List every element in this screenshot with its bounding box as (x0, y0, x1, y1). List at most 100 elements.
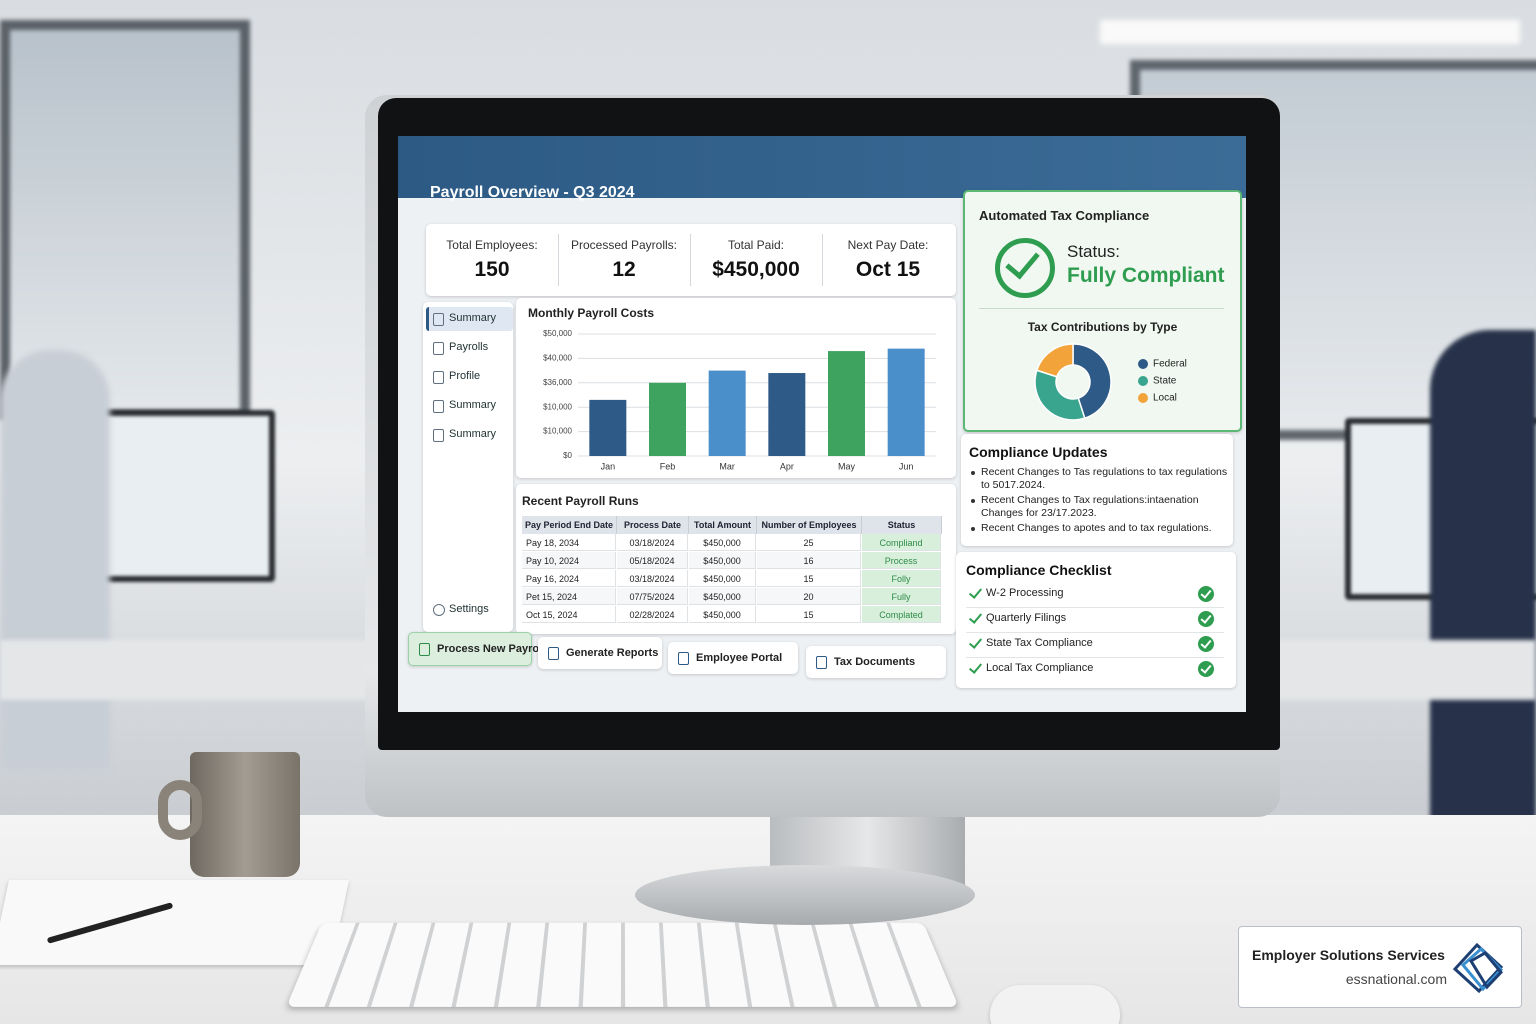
settings-item[interactable]: Settings (449, 603, 489, 615)
logo-stroke (1452, 942, 1504, 994)
logo-stroke (1460, 946, 1504, 992)
bg-person-left (0, 350, 110, 770)
stand-base (635, 865, 975, 925)
brand-box: Employer Solutions Services essnational.c… (1238, 926, 1522, 1008)
table-cell: Process (862, 552, 941, 569)
stat-label: Total Paid: (727, 238, 785, 252)
button-label: Generate Reports (566, 647, 659, 659)
table-cell: 20 (757, 588, 861, 605)
check-badge (1198, 611, 1214, 627)
bar (887, 348, 925, 456)
x-tick-label: Mar (719, 461, 735, 471)
header-bar (398, 136, 1246, 198)
x-tick-label: Feb (660, 461, 676, 471)
brand-name: Employer Solutions Services (1252, 947, 1445, 963)
bullet (971, 471, 975, 475)
table-header-cell: Status (862, 516, 942, 534)
settings-icon (433, 604, 445, 616)
x-tick-label: Jun (899, 461, 914, 471)
checklist-panel: Compliance Checklist W-2 Processing Quarte… (956, 552, 1236, 688)
stat-label: Next Pay Date: (847, 238, 929, 252)
check-tick (968, 660, 983, 674)
checklist-item: State Tax Compliance (986, 637, 1093, 649)
table-cell: 25 (757, 534, 861, 551)
y-tick-label: $10,000 (543, 427, 572, 436)
row-divider (966, 607, 1224, 608)
graphic: Federal State Local (1034, 343, 1187, 421)
stat-divider (822, 234, 823, 286)
divider (979, 308, 1224, 309)
table-cell: Pay 16, 2024 (522, 570, 616, 587)
mug (190, 752, 300, 877)
mug-handle (158, 780, 202, 840)
table-cell: $450,000 (689, 588, 756, 605)
x-tick-label: Jan (601, 461, 616, 471)
bar (589, 399, 627, 456)
legend-swatch (1138, 393, 1148, 403)
bar (828, 351, 865, 456)
stat-divider (558, 234, 559, 286)
stat-value: Oct 15 (855, 258, 921, 281)
check-tick (968, 610, 983, 624)
table-cell: 15 (757, 606, 861, 623)
action-button[interactable]: Tax Documents (806, 646, 946, 678)
sidebar-item[interactable]: Summary (449, 399, 497, 411)
stat-divider (690, 234, 691, 286)
table-cell: $450,000 (689, 534, 756, 551)
pie-title: Tax Contributions by Type (1027, 320, 1178, 334)
update-item: Recent Changes to Tas regulations to tax… (981, 466, 1228, 491)
row-divider (966, 632, 1224, 633)
sidebar-item[interactable]: Profile (449, 370, 481, 382)
y-tick-label: $50,000 (543, 329, 572, 338)
table-cell: Compliand (862, 534, 941, 551)
x-tick-label: May (838, 461, 856, 471)
bar (649, 382, 686, 456)
sidebar-icon (433, 342, 444, 355)
sidebar-item[interactable]: Summary (449, 312, 497, 324)
sidebar-item[interactable]: Payrolls (449, 341, 489, 353)
sidebar-icon (433, 371, 444, 384)
status-value: Fully Compliant (1067, 264, 1225, 287)
table-cell: Complated (862, 606, 941, 623)
sidebar-icon (433, 400, 444, 413)
table-cell: 03/18/2024 (617, 570, 688, 587)
table-cell: Pay 18, 2034 (522, 534, 616, 551)
table-title: Recent Payroll Runs (522, 494, 639, 508)
action-button[interactable]: Employee Portal (668, 642, 798, 674)
legend-swatch (1138, 376, 1148, 386)
paper (0, 880, 350, 965)
updates-panel: Compliance Updates Recent Changes to Tas … (961, 434, 1233, 546)
table-header-cell: Number of Employees (757, 516, 862, 534)
bullet (971, 499, 975, 503)
sidebar-item[interactable]: Summary (449, 428, 497, 440)
table-cell: Folly (862, 570, 941, 587)
table-cell: 02/28/2024 (617, 606, 688, 623)
chart-panel: Monthly Payroll Costs $0 $10,000 $10,000 $36… (516, 298, 956, 478)
table-header-cell: Total Amount (689, 516, 757, 534)
button-label: Tax Documents (834, 656, 916, 668)
button-icon (678, 652, 689, 665)
chart-title: Monthly Payroll Costs (528, 306, 654, 320)
x-tick-label: Apr (780, 461, 794, 471)
keyboard (286, 922, 959, 1007)
action-button[interactable]: Process New Payroll (408, 632, 545, 666)
button-icon (816, 656, 827, 669)
table-cell: $450,000 (689, 606, 756, 623)
brand-url: essnational.com (1345, 971, 1447, 987)
check-tick (968, 585, 983, 599)
action-button[interactable]: Generate Reports (538, 637, 662, 669)
stat-label: Total Employees: (446, 238, 538, 252)
compliance-panel: Automated Tax Compliance Status: Fully Com… (963, 190, 1242, 432)
checklist-item: Quarterly Filings (986, 612, 1067, 624)
sidebar-icon (433, 429, 444, 442)
updates-title: Compliance Updates (969, 444, 1108, 460)
row-divider (966, 657, 1224, 658)
mouse (990, 985, 1120, 1024)
y-tick-label: $36,000 (543, 378, 572, 387)
table-cell: Fully (862, 588, 941, 605)
legend-label: Federal (1153, 359, 1187, 370)
check-tick (968, 635, 983, 649)
ceiling-light (1100, 20, 1520, 44)
y-tick-label: $40,000 (543, 354, 572, 363)
